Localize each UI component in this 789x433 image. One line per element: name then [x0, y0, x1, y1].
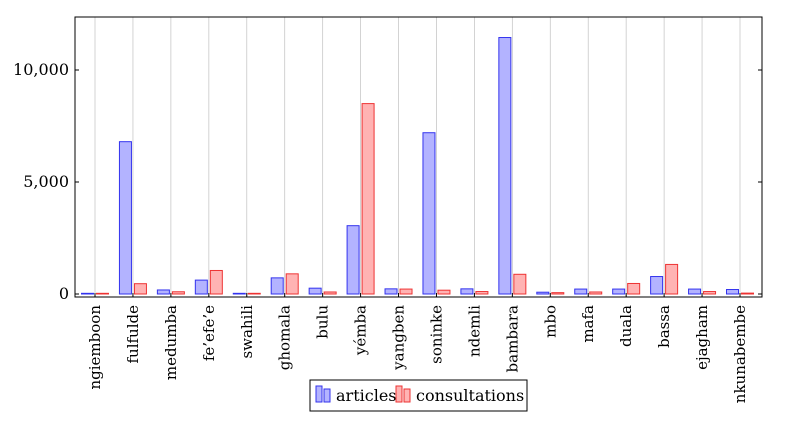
x-tick-label: nkunabembe: [731, 305, 749, 403]
bar-consultations-14: [627, 282, 641, 295]
bar-consultations-11: [513, 273, 527, 295]
bar-articles-1: [118, 141, 132, 295]
bar-articles-9: [422, 132, 436, 295]
bar-articles-15: [650, 276, 664, 295]
legend-swatch-consultations: [395, 385, 403, 403]
bar-consultations-7: [361, 103, 375, 295]
bar-articles-7: [346, 225, 360, 295]
bar-articles-16: [688, 288, 702, 295]
bar-articles-12: [536, 291, 550, 295]
bar-consultations-9: [437, 289, 451, 295]
bar-consultations-10: [475, 291, 489, 295]
bar-articles-4: [232, 292, 246, 295]
bar-consultations-2: [171, 291, 185, 295]
legend-swatch-articles: [323, 388, 331, 403]
bar-consultations-0: [96, 292, 109, 295]
bar-consultations-6: [323, 291, 337, 295]
bar-consultations-1: [133, 283, 147, 295]
x-tick-label: ejagham: [693, 305, 711, 370]
bar-articles-5: [270, 277, 284, 295]
legend-label-consultations: consultations: [416, 386, 524, 405]
y-tick-label: 0: [59, 284, 69, 303]
bar-articles-3: [194, 279, 208, 295]
x-tick-label: ndemli: [465, 305, 483, 357]
bars: [81, 37, 754, 295]
bar-articles-17: [726, 289, 739, 295]
bar-consultations-12: [551, 292, 565, 295]
bar-consultations-3: [209, 269, 223, 295]
x-tick-label: yangben: [390, 305, 408, 371]
bar-consultations-15: [665, 263, 679, 295]
x-tick-label: bulu: [314, 305, 332, 339]
y-tick-label: 5,000: [23, 172, 69, 191]
bar-articles-2: [156, 289, 170, 295]
grid-lines: [94, 17, 741, 297]
bar-articles-10: [460, 288, 474, 295]
bar-consultations-16: [703, 291, 717, 295]
legend-label-articles: articles: [336, 386, 397, 405]
bar-articles-11: [498, 37, 512, 295]
x-tick-label: duala: [617, 305, 635, 347]
legend-box: [309, 379, 528, 412]
bar-articles-14: [612, 288, 626, 295]
bar-consultations-5: [285, 273, 299, 295]
bar-articles-13: [574, 288, 588, 295]
x-tick-label: soninke: [427, 305, 445, 364]
x-tick-label: fulfulde: [124, 305, 142, 364]
bar-articles-0: [81, 292, 94, 295]
legend-swatch-articles: [315, 385, 323, 403]
y-tick-label: 10,000: [13, 60, 69, 79]
x-tick-label: yémba: [352, 305, 370, 356]
x-tick-label: mbo: [541, 305, 559, 338]
x-tick-label: fe’efe’e: [200, 305, 218, 361]
bar-consultations-17: [741, 292, 754, 295]
bar-consultations-8: [399, 288, 413, 295]
x-tick-label: swahili: [238, 305, 256, 359]
plot-frame: [74, 16, 763, 298]
x-tick-label: mafa: [579, 305, 597, 343]
x-tick-label: bassa: [655, 305, 673, 348]
legend: articles consultations: [309, 379, 528, 412]
x-axis: ngiemboon fulfulde medumba fe’efe’e swahili g…: [86, 293, 749, 403]
bar-articles-8: [384, 288, 398, 295]
x-tick-label: medumba: [162, 305, 180, 380]
bar-articles-6: [308, 287, 322, 295]
bar-consultations-13: [589, 291, 603, 295]
legend-swatch-consultations: [403, 388, 411, 403]
x-tick-label: bambara: [503, 305, 521, 372]
x-tick-label: ghomala: [276, 305, 294, 370]
bar-consultations-4: [247, 292, 261, 295]
y-axis: 0 5,000 10,000: [13, 60, 762, 303]
x-tick-label: ngiemboon: [86, 305, 104, 390]
